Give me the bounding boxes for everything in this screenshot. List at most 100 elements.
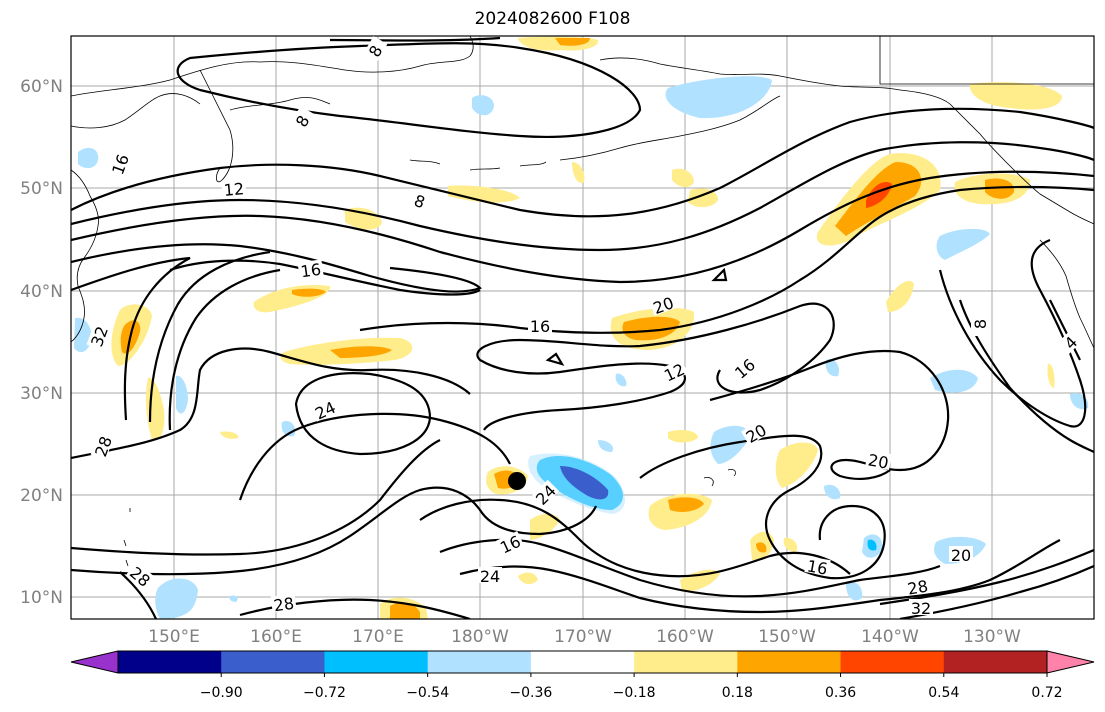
shaded-region — [969, 82, 1062, 110]
shaded-region — [886, 280, 914, 312]
lon-label: 180°W — [451, 627, 509, 647]
colorbar-extend-max — [1046, 650, 1095, 674]
colorbar-outline — [117, 650, 1048, 674]
contour-line — [71, 107, 1094, 218]
contour-label: 16 — [528, 317, 552, 336]
shaded-region — [345, 207, 382, 230]
svg-text:12: 12 — [223, 179, 245, 200]
shaded-region — [598, 440, 614, 452]
shaded-region — [292, 288, 326, 297]
contour-label: 28 — [904, 576, 931, 599]
shaded-region — [572, 162, 585, 183]
shaded-region — [867, 539, 877, 551]
colorbar-segment — [530, 651, 635, 673]
contour-label: 20 — [865, 450, 892, 473]
shaded-region — [448, 185, 520, 203]
contour-label: 8 — [971, 312, 990, 336]
contour-label: 24 — [478, 567, 502, 586]
lon-label: 160°E — [250, 627, 302, 647]
shaded-region — [555, 38, 590, 46]
contour-line — [711, 267, 728, 282]
contour-line — [169, 259, 481, 296]
lat-label: 40°N — [20, 282, 63, 302]
lon-label: 160°W — [656, 627, 714, 647]
contour-line — [359, 185, 1094, 334]
contour-line — [938, 238, 1087, 428]
lon-label: 170°E — [352, 627, 404, 647]
svg-text:24: 24 — [480, 567, 500, 586]
shaded-region — [330, 346, 392, 358]
colorbar-segment — [634, 651, 738, 673]
contour-label: 28 — [270, 593, 297, 616]
shaded-region — [390, 602, 420, 619]
shaded-region — [615, 373, 627, 387]
storm-marker — [508, 472, 526, 490]
shaded-region — [985, 178, 1015, 199]
colorbar-segment — [427, 651, 532, 673]
lon-label: 150°W — [758, 627, 816, 647]
colorbar-tick-label: −0.72 — [303, 685, 346, 701]
svg-text:32: 32 — [911, 599, 931, 618]
map-frame — [70, 35, 1095, 620]
lon-label: 140°W — [861, 627, 919, 647]
longitude-labels: 150°E 160°E 170°E 180°W 170°W 160°W 150°W 140°W… — [148, 627, 1021, 647]
shaded-region — [668, 497, 704, 512]
contour-line — [958, 299, 1094, 453]
lat-label: 50°N — [20, 179, 63, 199]
contour-lines — [71, 36, 1094, 619]
lat-label: 60°N — [20, 77, 63, 97]
colorbar-tick-label: 0.72 — [1031, 685, 1062, 701]
shaded-region — [472, 95, 494, 116]
colorbar-segment — [943, 651, 1048, 673]
colorbar-tick-label: −0.90 — [200, 685, 243, 701]
lon-label: 170°W — [554, 627, 612, 647]
contour-line — [71, 243, 482, 293]
map-title: 2024082600 F108 — [474, 9, 631, 29]
contour-line — [329, 36, 501, 42]
colorbar-segment — [840, 651, 945, 673]
contour-line — [1049, 299, 1081, 361]
contour-line — [419, 498, 851, 578]
svg-text:20: 20 — [951, 546, 971, 565]
contour-line — [71, 141, 1094, 252]
contour-line — [119, 571, 157, 619]
shaded-region — [622, 316, 680, 341]
contour-line — [71, 170, 1094, 284]
contour-label: 20 — [949, 546, 973, 565]
contour-line — [71, 439, 441, 556]
shaded-region — [783, 537, 798, 552]
contour-label: 16 — [297, 259, 324, 282]
contour-line — [476, 302, 835, 431]
shaded-region — [220, 431, 239, 439]
contour-line — [545, 352, 565, 366]
shaded-region — [710, 425, 750, 464]
lat-label: 30°N — [20, 384, 63, 404]
contour-line — [71, 486, 598, 576]
contour-label: 4 — [1055, 327, 1085, 357]
shaded-region — [155, 578, 198, 619]
shaded-region — [518, 572, 538, 585]
colorbar — [70, 650, 1095, 674]
coastlines — [71, 36, 1094, 567]
contour-line — [879, 548, 1094, 606]
svg-text:28: 28 — [272, 594, 295, 616]
latitude-labels: 60°N 50°N 40°N 30°N 20°N 10°N — [20, 77, 63, 608]
shaded-region — [176, 375, 188, 414]
colorbar-segment — [118, 651, 222, 673]
svg-text:16: 16 — [299, 260, 322, 282]
contour-line — [439, 538, 941, 598]
contour-line — [176, 42, 642, 138]
shaded-region — [775, 442, 818, 488]
colorbar-tick-label: −0.54 — [406, 685, 449, 701]
colorbar-tick-label: −0.36 — [509, 685, 552, 701]
shaded-region — [78, 147, 99, 169]
shaded-region — [560, 466, 609, 500]
contour-label: 12 — [221, 178, 247, 200]
contour-label: 8 — [288, 106, 315, 135]
contour-line — [168, 268, 281, 431]
contour-line — [71, 347, 471, 460]
contour-line — [459, 539, 1061, 614]
contour-line — [148, 250, 271, 423]
contour-label: 8 — [406, 188, 435, 212]
shaded-region — [229, 595, 238, 602]
